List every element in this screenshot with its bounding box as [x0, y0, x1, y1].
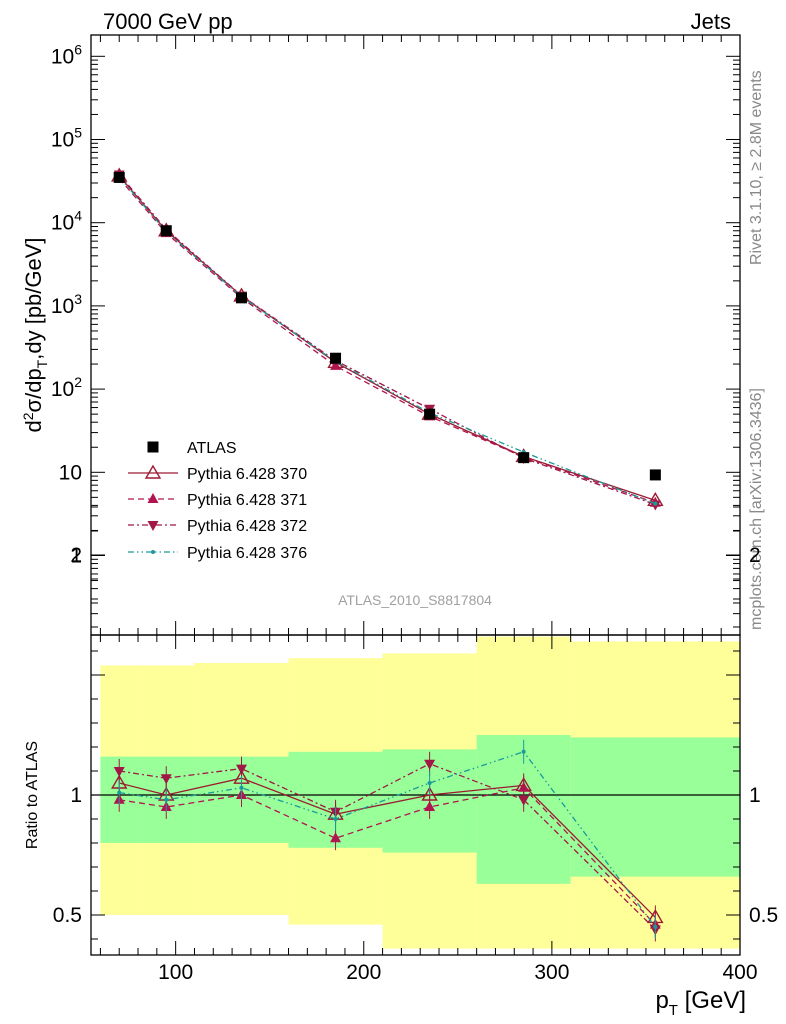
- main-y-tick-label: 104: [51, 208, 82, 235]
- legend-marker: [147, 493, 159, 503]
- atlas-data-point: [160, 225, 172, 237]
- atlas-data-point: [518, 452, 530, 464]
- legend-marker: [144, 464, 162, 479]
- legend-label: Pythia 6.428 376: [187, 545, 307, 562]
- ratio-point: [653, 925, 658, 929]
- main-point: [653, 501, 658, 506]
- atlas-data-point: [113, 171, 125, 183]
- ratio-y-tick-label: 1: [70, 784, 82, 807]
- header-right: Jets: [691, 9, 731, 34]
- header-left: 7000 GeV pp: [103, 9, 233, 34]
- ratio-y-tick-label: 2: [70, 544, 82, 567]
- main-y-tick-label: 106: [51, 41, 82, 68]
- legend-label: Pythia 6.428 370: [187, 466, 307, 483]
- ratio-point: [235, 764, 247, 775]
- ratio-point: [521, 749, 526, 754]
- ratio-point: [117, 790, 122, 795]
- ratio-y-axis-label: Ratio to ATLAS: [24, 741, 41, 849]
- atlas-data-point: [424, 408, 436, 420]
- main-y-axis-label: d2σ/dpT,dy [pb/GeV]: [20, 237, 50, 432]
- atlas-data-point: [235, 292, 247, 304]
- legend-marker: [147, 521, 159, 531]
- ratio-point: [160, 774, 172, 785]
- ratio-point: [330, 832, 342, 843]
- legend-marker-atlas: [147, 441, 159, 453]
- x-tick-label: 400: [722, 961, 757, 984]
- analysis-id-label: ATLAS_2010_S8817804: [338, 592, 492, 608]
- ratio-y-tick-label-right: 2: [749, 544, 761, 567]
- atlas-data-point: [649, 469, 661, 481]
- rivet-version-note: Rivet 3.1.10, ≥ 2.8M events: [748, 70, 765, 265]
- ratio-point: [424, 759, 436, 770]
- uncertainty-band-inner: [570, 737, 740, 877]
- x-axis-label: pT [GeV]: [655, 987, 746, 1019]
- ratio-y-tick-label-right: 0.5: [749, 904, 778, 927]
- ratio-point: [164, 797, 169, 802]
- legend-label: Pythia 6.428 371: [187, 492, 307, 509]
- ratio-y-tick-label-right: 1: [749, 784, 761, 807]
- ratio-point: [239, 785, 244, 790]
- ratio-point: [518, 781, 530, 792]
- ratio-point: [518, 795, 530, 806]
- main-y-tick-label: 1: [70, 545, 82, 568]
- legend-label: ATLAS: [187, 440, 237, 457]
- ratio-y-tick-label: 0.5: [53, 904, 82, 927]
- legend-label: Pythia 6.428 372: [187, 518, 307, 535]
- main-y-tick-label: 105: [51, 125, 82, 152]
- main-y-tick-label: 10: [59, 461, 82, 484]
- ratio-point: [113, 767, 125, 777]
- x-tick-label: 200: [346, 961, 381, 984]
- ratio-point: [333, 817, 338, 821]
- mcplots-reference-note: mcplots.cern.ch [arXiv:1306.3436]: [748, 388, 765, 630]
- legend-marker: [151, 550, 155, 554]
- x-tick-label: 300: [534, 961, 569, 984]
- ratio-point: [424, 801, 436, 811]
- main-y-tick-label: 103: [51, 291, 82, 318]
- x-tick-label: 100: [158, 961, 193, 984]
- ratio-point: [427, 781, 432, 785]
- atlas-data-point: [330, 352, 342, 364]
- main-y-tick-label: 102: [51, 374, 82, 401]
